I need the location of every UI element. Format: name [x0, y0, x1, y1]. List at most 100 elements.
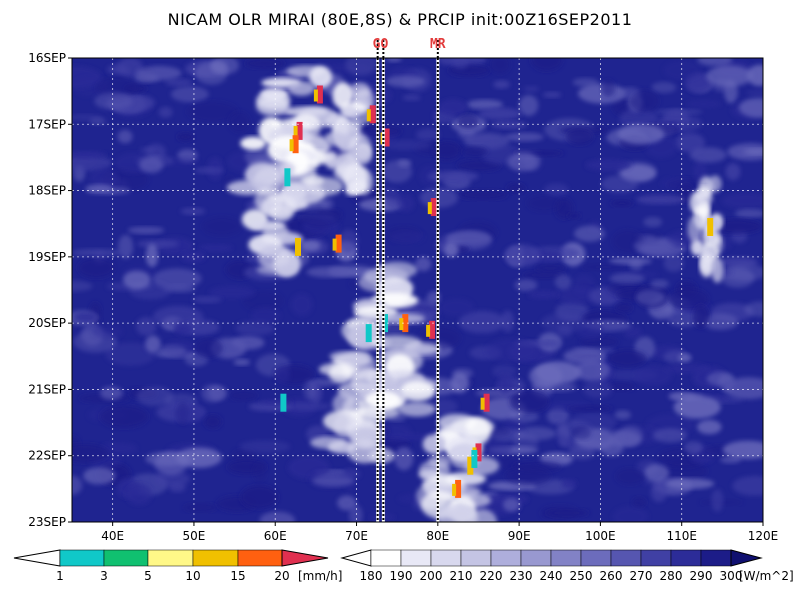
- y-tick-label: 23SEP: [28, 515, 66, 529]
- y-tick-label: 16SEP: [28, 51, 66, 65]
- olr-patch: [497, 374, 513, 395]
- olr-patch: [385, 75, 426, 88]
- olr-patch: [693, 304, 709, 329]
- convective-cloud: [436, 504, 479, 522]
- olr-patch: [651, 81, 677, 94]
- x-tick-label: 70E: [345, 529, 368, 543]
- olr-patch: [452, 58, 469, 69]
- olr-patch: [601, 175, 639, 193]
- olr-colorbar-low-arrow: [340, 549, 372, 567]
- olr-patch: [306, 266, 349, 278]
- precip-cell-edge: [293, 125, 298, 138]
- olr-patch: [512, 433, 539, 451]
- x-tick-label: 120E: [748, 529, 779, 543]
- precip-cell: [292, 135, 299, 154]
- olr-patch: [300, 240, 321, 252]
- olr-patch: [252, 462, 267, 482]
- olr-patch: [579, 336, 619, 348]
- olr-patch: [664, 363, 710, 375]
- olr-colorbar-swatch: [670, 549, 702, 567]
- precip-cell: [402, 314, 409, 333]
- convective-cloud: [269, 204, 293, 222]
- olr-patch: [170, 86, 209, 103]
- olr-patch: [722, 440, 763, 460]
- olr-colorbar-swatch: [400, 549, 432, 567]
- convective-cloud: [281, 183, 326, 205]
- y-tick-label: 18SEP: [28, 184, 66, 198]
- olr-patch: [381, 160, 412, 183]
- precip-colorbar-swatch: [59, 549, 105, 567]
- precip-cell: [284, 168, 291, 187]
- olr-patch: [415, 256, 432, 272]
- x-tick-label: 80E: [426, 529, 449, 543]
- olr-patch: [518, 94, 539, 116]
- olr-patch: [567, 212, 581, 220]
- olr-patch: [489, 58, 511, 75]
- olr-patch: [615, 468, 645, 485]
- olr-patch: [658, 121, 684, 128]
- olr-colorbar-label: 240: [540, 569, 563, 583]
- precip-colorbar-low-arrow: [13, 549, 61, 567]
- olr-patch: [140, 146, 156, 154]
- olr-patch: [581, 263, 626, 271]
- olr-colorbar-swatch: [430, 549, 462, 567]
- convective-cloud: [687, 215, 702, 243]
- x-tick-label: 100E: [585, 529, 616, 543]
- olr-patch: [686, 100, 722, 108]
- olr-patch: [721, 192, 763, 209]
- olr-patch: [541, 313, 587, 333]
- convective-cloud: [711, 257, 724, 283]
- olr-patch: [105, 342, 156, 366]
- olr-patch: [663, 254, 684, 272]
- olr-patch: [72, 280, 93, 292]
- olr-colorbar-label: 250: [570, 569, 593, 583]
- olr-patch: [439, 298, 475, 317]
- olr-patch: [744, 148, 763, 155]
- olr-patch: [533, 264, 567, 272]
- olr-colorbar-label: 180: [360, 569, 383, 583]
- olr-patch: [74, 312, 97, 322]
- olr-patch: [239, 440, 291, 454]
- olr-patch: [100, 386, 123, 400]
- olr-patch: [338, 229, 359, 253]
- olr-patch: [523, 85, 540, 93]
- olr-patch: [152, 268, 202, 289]
- precip-colorbar-swatch: [103, 549, 149, 567]
- olr-patch: [357, 125, 402, 137]
- precip-cell: [471, 450, 478, 468]
- x-tick-label: 40E: [101, 529, 124, 543]
- precip-cell: [483, 393, 490, 412]
- olr-patch: [204, 414, 222, 429]
- olr-colorbar-label: 230: [510, 569, 533, 583]
- olr-patch: [706, 371, 735, 386]
- olr-patch: [673, 395, 721, 419]
- olr-patch: [573, 346, 615, 354]
- precip-cell: [280, 393, 287, 412]
- olr-patch: [136, 386, 174, 406]
- olr-patch: [208, 385, 228, 401]
- x-tick-label: 90E: [508, 529, 531, 543]
- olr-patch: [462, 146, 488, 158]
- olr-patch: [615, 302, 633, 313]
- olr-patch: [509, 390, 550, 413]
- olr-colorbar-label: 210: [450, 569, 473, 583]
- olr-colorbar-label: 190: [390, 569, 413, 583]
- olr-patch: [643, 216, 663, 228]
- olr-patch: [632, 497, 647, 508]
- olr-patch: [554, 274, 572, 290]
- olr-patch: [438, 99, 468, 116]
- olr-colorbar-swatch: [520, 549, 552, 567]
- olr-patch: [145, 243, 159, 268]
- precip-cell-edge: [452, 483, 457, 496]
- olr-patch: [486, 338, 537, 363]
- olr-patch: [635, 289, 665, 306]
- olr-patch: [195, 338, 223, 359]
- olr-patch: [693, 160, 707, 183]
- olr-patch: [139, 157, 164, 173]
- olr-patch: [566, 405, 613, 412]
- olr-patch: [522, 271, 567, 280]
- precip-cell-edge: [426, 324, 431, 337]
- precip-cell-edge: [427, 202, 432, 215]
- olr-patch: [210, 60, 227, 73]
- olr-colorbar-label: 280: [660, 569, 683, 583]
